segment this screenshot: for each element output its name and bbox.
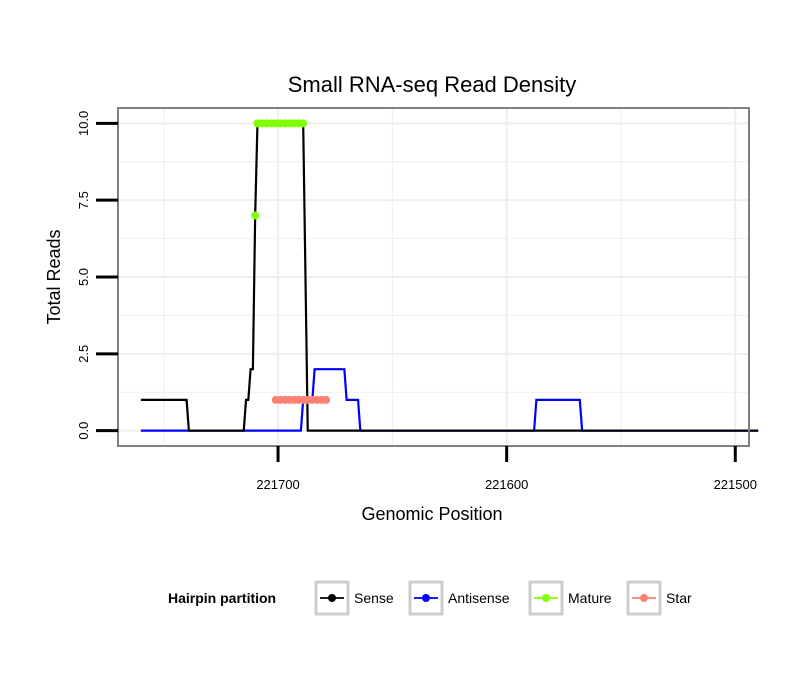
- x-axis-label: Genomic Position: [361, 504, 502, 524]
- legend-item-antisense: Antisense: [408, 580, 510, 616]
- y-axis: 0.0 2.5 5.0 7.5 10.0: [76, 111, 118, 440]
- y-tick-label: 2.5: [76, 345, 91, 363]
- legend: Hairpin partition Sense Antisense Mature St…: [168, 580, 692, 616]
- x-tick-label: 221500: [714, 477, 757, 492]
- mature-point: [299, 119, 308, 128]
- legend-item-mature: Mature: [528, 580, 612, 616]
- legend-item-sense: Sense: [314, 580, 394, 616]
- legend-key-point: [640, 594, 648, 602]
- legend-key-point: [542, 594, 550, 602]
- x-tick-label: 221700: [256, 477, 299, 492]
- legend-key-point: [422, 594, 430, 602]
- y-tick-label: 10.0: [76, 111, 91, 136]
- legend-key-point: [328, 594, 336, 602]
- legend-label-mature: Mature: [568, 590, 612, 606]
- plot-panel: [117, 107, 759, 447]
- y-tick-label: 5.0: [76, 268, 91, 286]
- y-tick-label: 0.0: [76, 422, 91, 440]
- y-axis-label: Total Reads: [44, 229, 64, 324]
- chart-title: Small RNA-seq Read Density: [288, 72, 577, 97]
- x-tick-label: 221600: [485, 477, 528, 492]
- legend-label-antisense: Antisense: [448, 590, 510, 606]
- mature-point: [251, 211, 260, 220]
- y-tick-label: 7.5: [76, 191, 91, 209]
- legend-label-star: Star: [666, 590, 692, 606]
- star-point: [322, 395, 331, 404]
- legend-item-star: Star: [626, 580, 692, 616]
- legend-label-sense: Sense: [354, 590, 394, 606]
- legend-title: Hairpin partition: [168, 590, 276, 606]
- series-layer: [140, 119, 759, 432]
- x-axis: 221700 221600 221500: [256, 446, 757, 492]
